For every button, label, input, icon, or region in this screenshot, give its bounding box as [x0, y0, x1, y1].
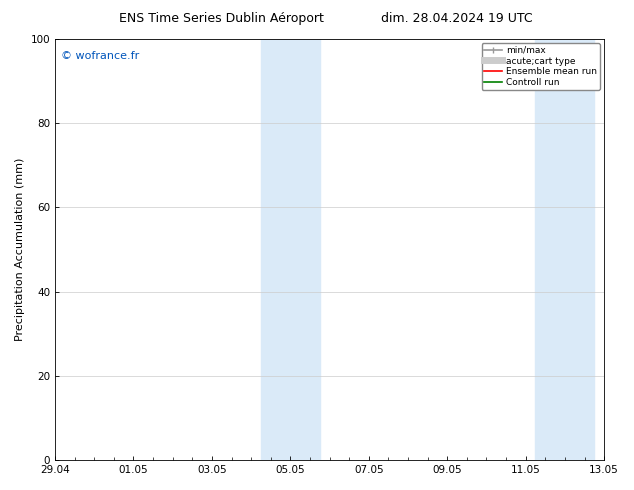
Text: ENS Time Series Dublin Aéroport: ENS Time Series Dublin Aéroport [119, 12, 325, 25]
Bar [261, 39, 320, 460]
Text: © wofrance.fr: © wofrance.fr [60, 51, 139, 61]
Y-axis label: Precipitation Accumulation (mm): Precipitation Accumulation (mm) [15, 158, 25, 341]
Legend: min/max, acute;cart type, Ensemble mean run, Controll run: min/max, acute;cart type, Ensemble mean … [482, 43, 600, 90]
Text: dim. 28.04.2024 19 UTC: dim. 28.04.2024 19 UTC [380, 12, 533, 25]
Bar [536, 39, 594, 460]
